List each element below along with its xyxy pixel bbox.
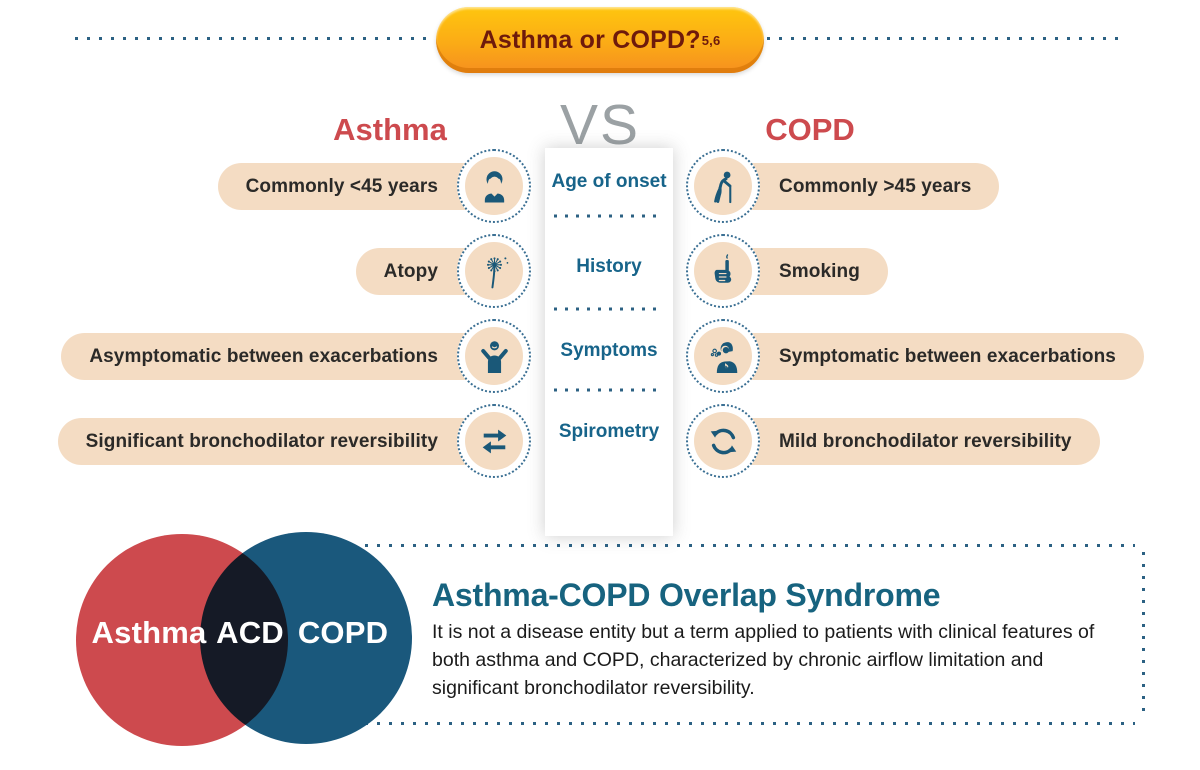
young-person-icon	[457, 149, 531, 223]
overlap-syndrome-title: Asthma-COPD Overlap Syndrome	[432, 577, 941, 613]
asthma-column-header: Asthma	[333, 112, 447, 147]
category-separator	[554, 214, 664, 218]
overlap-syndrome-description: It is not a disease entity but a term ap…	[432, 621, 1095, 699]
asthma-symptoms-pill: Asymptomatic between exacerbations	[61, 333, 500, 380]
asthma-spirometry-pill: Significant bronchodilator reversibility	[57, 418, 500, 465]
swap-arrows-icon	[457, 404, 531, 478]
top-dotted-line-right	[767, 37, 1125, 40]
category-symptoms: Symptoms	[560, 340, 658, 361]
vs-label: VS	[559, 93, 641, 157]
overlap-box-top-border	[365, 544, 1135, 547]
category-band: Age of onset History Symptoms Spirometry	[545, 148, 673, 536]
top-dotted-line-left	[75, 37, 433, 40]
title-badge-label: Asthma or COPD?	[479, 25, 701, 54]
copd-spirometry-pill: Mild bronchodilator reversibility	[715, 418, 1100, 465]
title-badge: Asthma or COPD? 5,6	[436, 7, 764, 73]
coughing-person-icon	[686, 319, 760, 393]
copd-age-pill: Commonly >45 years	[715, 163, 1000, 210]
overlap-box-bottom-border	[365, 722, 1135, 725]
category-age-of-onset: Age of onset	[551, 171, 667, 192]
category-history: History	[576, 256, 642, 277]
refresh-arrows-icon	[686, 404, 760, 478]
asthma-copd-venn-diagram: Asthma ACD COPD	[70, 525, 420, 755]
copd-column-header: COPD	[765, 112, 855, 147]
venn-copd-circle	[200, 532, 412, 744]
dandelion-icon	[457, 234, 531, 308]
title-badge-superscript: 5,6	[701, 32, 721, 48]
category-separator	[554, 307, 664, 311]
category-separator	[554, 388, 664, 392]
category-spirometry: Spirometry	[558, 421, 660, 442]
overlap-box-right-border	[1142, 552, 1145, 718]
copd-symptoms-pill: Symptomatic between exacerbations	[715, 333, 1144, 380]
asthma-age-pill: Commonly <45 years	[217, 163, 500, 210]
smoking-hand-icon	[686, 234, 760, 308]
person-arms-raised-icon	[457, 319, 531, 393]
venn-asthma-label: Asthma	[91, 615, 207, 650]
elderly-person-cane-icon	[686, 149, 760, 223]
venn-copd-label: COPD	[297, 615, 389, 650]
venn-acd-label: ACD	[216, 615, 284, 650]
